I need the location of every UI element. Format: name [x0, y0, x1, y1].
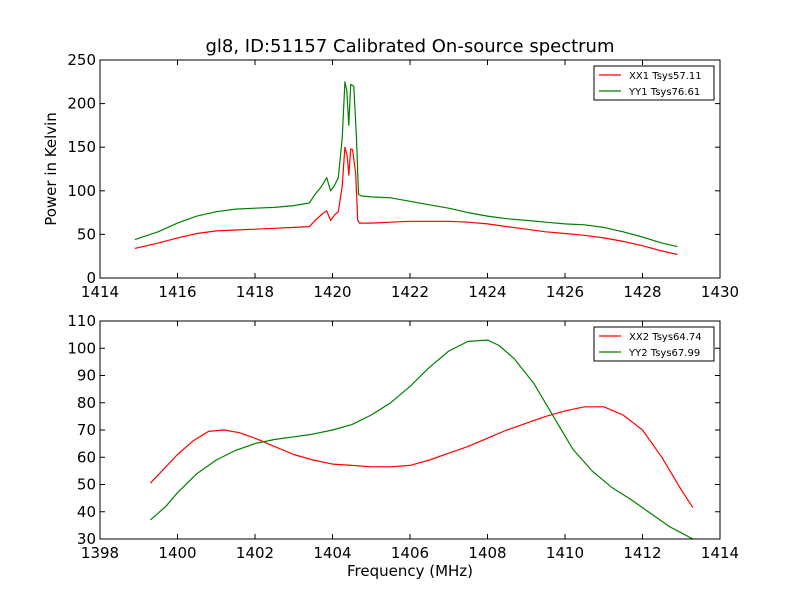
y-tick-label: 250 [67, 51, 96, 69]
x-tick-label: 1424 [468, 283, 506, 301]
top-spectrum-panel: gl8, ID:51157 Calibrated On-source spect… [42, 36, 739, 301]
legend-label: YY1 Tsys76.61 [628, 87, 700, 98]
x-tick-label: 1400 [158, 544, 196, 562]
x-tick-label: 1412 [623, 544, 661, 562]
series-group [149, 339, 694, 540]
legend: XX1 Tsys57.11 YY1 Tsys76.61 [593, 65, 715, 101]
x-tick-label: 1398 [81, 544, 119, 562]
x-tick-label: 1414 [701, 544, 739, 562]
x-tick-label: 1406 [391, 544, 429, 562]
y-tick-label: 100 [67, 339, 96, 357]
y-tick-label: 30 [77, 530, 96, 548]
plot-frame [99, 320, 721, 540]
y-tick-label: 90 [77, 367, 96, 385]
legend-box [593, 65, 715, 101]
x-tick-label: 1414 [81, 283, 119, 301]
x-tick-label: 1402 [236, 544, 274, 562]
ticks-group: 1414 1416 1418 1420 1422 1424 1426 1428 1430 0 50 1… [67, 51, 739, 301]
y-axis-label: Power in Kelvin [42, 112, 60, 226]
legend-label: YY2 Tsys67.99 [628, 348, 700, 359]
series-line-1 [149, 406, 694, 509]
y-tick-label: 50 [77, 225, 96, 243]
y-tick-label: 80 [77, 394, 96, 412]
y-tick-label: 60 [77, 448, 96, 466]
x-tick-label: 1426 [546, 283, 584, 301]
y-tick-label: 40 [77, 503, 96, 521]
x-tick-label: 1420 [313, 283, 351, 301]
y-tick-label: 110 [67, 312, 96, 330]
x-tick-label: 1430 [701, 283, 739, 301]
x-tick-label: 1422 [391, 283, 429, 301]
y-tick-label: 150 [67, 138, 96, 156]
y-tick-label: 50 [77, 476, 96, 494]
x-tick-label: 1410 [546, 544, 584, 562]
legend-label: XX1 Tsys57.11 [629, 71, 702, 82]
y-tick-label: 100 [67, 182, 96, 200]
x-tick-label: 1416 [158, 283, 196, 301]
legend-label: XX2 Tsys64.74 [629, 332, 702, 343]
y-tick-label: 200 [67, 95, 96, 113]
series-line-2 [134, 81, 678, 248]
y-tick-label: 0 [86, 269, 96, 287]
x-tick-label: 1404 [313, 544, 351, 562]
x-tick-label: 1408 [468, 544, 506, 562]
series-line-2 [150, 339, 694, 540]
y-tick-label: 70 [77, 421, 96, 439]
legend: XX2 Tsys64.74 YY2 Tsys67.99 [593, 326, 715, 362]
bottom-spectrum-panel: Frequency (MHz) 1398 1400 1402 1404 1406 1408… [67, 312, 739, 580]
x-tick-label: 1418 [236, 283, 274, 301]
x-axis-label: Frequency (MHz) [347, 562, 473, 580]
chart-title: gl8, ID:51157 Calibrated On-source spect… [205, 36, 614, 57]
plot-frame [99, 59, 721, 279]
series-line-1 [134, 146, 678, 256]
series-group [134, 81, 678, 256]
legend-box [593, 326, 715, 362]
x-tick-label: 1428 [623, 283, 661, 301]
